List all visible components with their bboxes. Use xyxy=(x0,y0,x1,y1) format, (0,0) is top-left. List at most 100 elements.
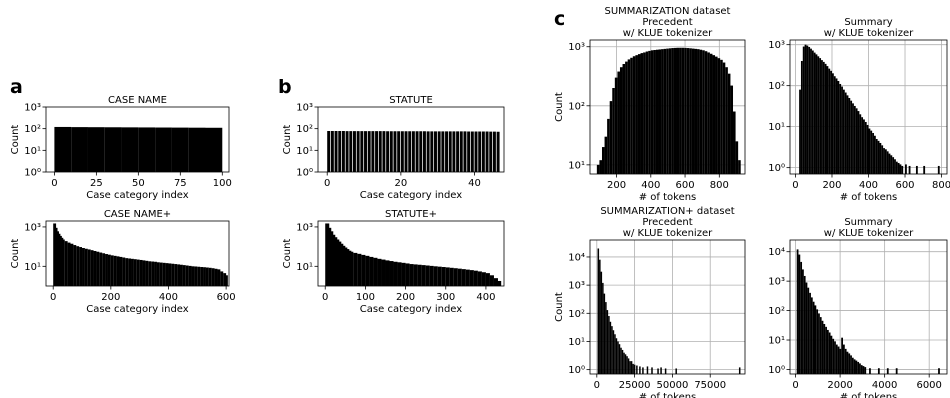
y-tick-label: 10³ xyxy=(568,42,585,53)
bar xyxy=(214,268,218,286)
bar xyxy=(643,52,646,174)
x-tick-label: 0 xyxy=(322,292,328,303)
bar xyxy=(188,127,206,172)
bar xyxy=(177,264,181,286)
bar xyxy=(811,50,814,174)
bar xyxy=(691,48,695,174)
bar xyxy=(890,155,893,174)
x-tick-label: 600 xyxy=(217,292,236,303)
chart-title: w/ KLUE tokenizer xyxy=(824,228,914,239)
x-tick-label: 0 xyxy=(51,178,57,189)
bar xyxy=(445,267,450,286)
bar xyxy=(826,329,829,374)
bar xyxy=(211,268,215,286)
bar xyxy=(822,61,825,174)
plot-frame xyxy=(317,106,505,173)
bar xyxy=(804,44,807,174)
bar xyxy=(467,131,471,172)
bar xyxy=(864,121,867,174)
y-tick-label: 10¹ xyxy=(296,262,313,273)
bar xyxy=(655,49,659,174)
bar xyxy=(892,157,895,174)
y-tick-label: 10² xyxy=(24,124,41,135)
bar xyxy=(493,278,498,286)
bar xyxy=(385,260,390,286)
bar xyxy=(810,48,812,174)
bar xyxy=(171,263,175,286)
panel-label-c: c xyxy=(554,8,565,30)
bar xyxy=(73,245,77,286)
bar xyxy=(802,269,804,374)
x-axis-label: Case category index xyxy=(86,190,188,201)
bar xyxy=(868,128,871,174)
bar xyxy=(64,241,68,286)
x-tick-label: 400 xyxy=(641,180,660,191)
chart-statute: 0 20 40 10⁰ 10¹ 10² 10³ STATUTE Case category in… xyxy=(282,95,505,201)
bar xyxy=(131,258,134,286)
bar xyxy=(93,250,97,286)
bar xyxy=(651,367,653,374)
y-axis-label: Count xyxy=(554,92,565,122)
bar xyxy=(717,58,721,174)
bar xyxy=(425,265,430,286)
bar xyxy=(456,131,460,172)
bar xyxy=(819,317,822,374)
bar xyxy=(673,47,677,174)
bar xyxy=(365,255,370,286)
bar xyxy=(415,131,419,172)
bar xyxy=(799,89,801,174)
x-tick-label: 300 xyxy=(436,292,455,303)
bar xyxy=(352,131,356,172)
bar xyxy=(623,352,625,374)
bar xyxy=(67,242,71,286)
chart-title: Precedent xyxy=(642,17,692,28)
bar xyxy=(738,367,741,374)
bar xyxy=(128,258,132,286)
bar xyxy=(684,47,687,174)
bar xyxy=(457,268,462,286)
bar xyxy=(404,131,408,172)
y-tick-label: 10³ xyxy=(768,277,785,288)
bar xyxy=(618,344,621,374)
bar xyxy=(837,346,840,374)
bar xyxy=(818,313,820,374)
bar xyxy=(327,131,331,172)
bar xyxy=(604,136,608,174)
bar xyxy=(107,254,111,286)
bar xyxy=(923,165,926,174)
bar xyxy=(883,148,885,174)
bar xyxy=(102,253,106,286)
bar xyxy=(636,365,638,374)
x-axis-label: # of tokens xyxy=(639,192,697,203)
bar xyxy=(409,264,414,286)
bar xyxy=(79,247,83,286)
bar xyxy=(661,49,664,174)
x-tick-label: 75000 xyxy=(694,380,726,391)
bar xyxy=(720,59,723,174)
bar xyxy=(625,61,628,174)
bar xyxy=(188,265,192,286)
bar xyxy=(119,256,123,286)
bar xyxy=(606,310,609,374)
x-tick-label: 800 xyxy=(710,180,729,191)
y-tick-label: 10¹ xyxy=(24,262,41,273)
bar xyxy=(862,366,865,374)
bar xyxy=(808,46,811,174)
x-tick-label: 0 xyxy=(792,180,798,191)
bar xyxy=(197,266,201,286)
bar xyxy=(87,249,91,286)
bar xyxy=(897,162,900,174)
bar xyxy=(608,316,610,374)
chart-case-name: 0 25 50 75 100 10⁰ 10¹ 10² 10³ CASE NAME Case cate… xyxy=(10,95,232,201)
chart-title: STATUTE xyxy=(389,95,433,106)
bar xyxy=(437,131,441,172)
bar xyxy=(139,259,143,286)
bar xyxy=(686,48,690,174)
bar xyxy=(148,261,152,286)
bar xyxy=(666,48,669,174)
bar xyxy=(381,259,386,286)
bar xyxy=(824,63,827,174)
bar xyxy=(639,366,641,374)
y-tick-label: 10³ xyxy=(296,222,313,233)
